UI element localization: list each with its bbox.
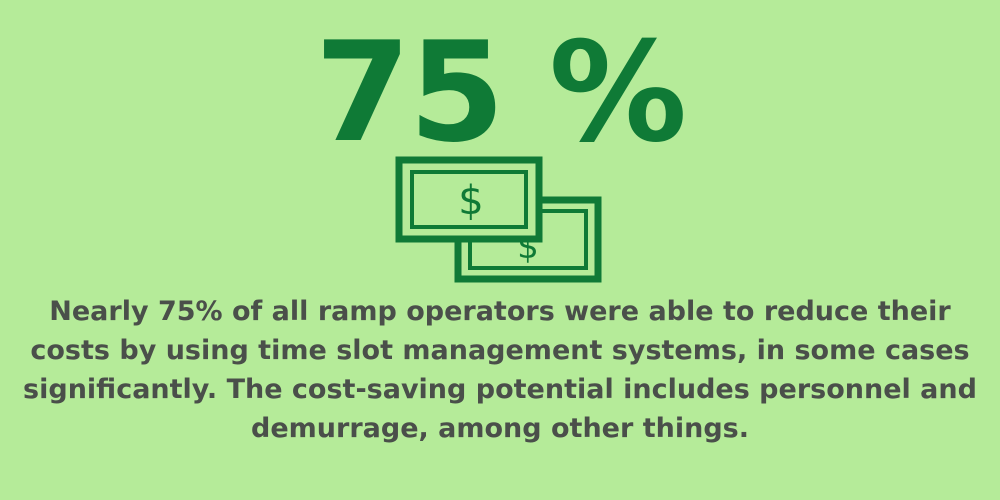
- description-line: significantly. The cost-saving potential…: [23, 374, 977, 405]
- description: Nearly 75% of all ramp operators were ab…: [0, 292, 1000, 448]
- description-line: costs by using time slot management syst…: [30, 335, 970, 366]
- front-symbol: $: [458, 178, 483, 224]
- money-icon: $ $: [395, 156, 602, 283]
- front-bill-inner: [410, 170, 528, 229]
- description-line: demurrage, among other things.: [251, 413, 749, 444]
- description-line: Nearly 75% of all ramp operators were ab…: [49, 296, 951, 327]
- headline: 75 %: [314, 12, 687, 173]
